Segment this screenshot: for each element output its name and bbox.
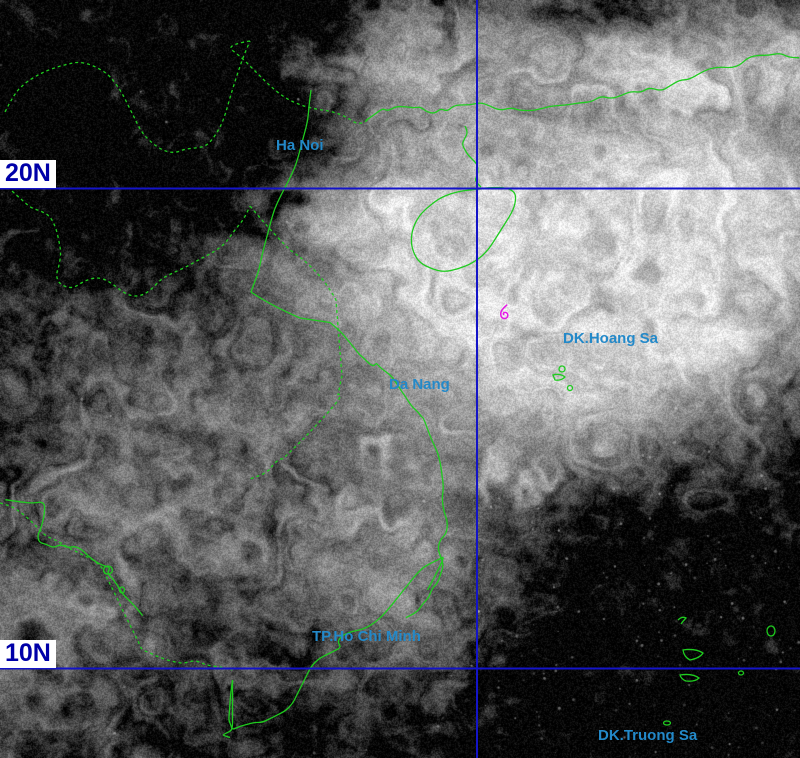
- svg-text:TP.Ho Chi Minh: TP.Ho Chi Minh: [312, 628, 421, 645]
- svg-text:DK.Hoang Sa: DK.Hoang Sa: [563, 330, 659, 347]
- svg-text:Da Nang: Da Nang: [389, 376, 450, 393]
- svg-text:DK.Truong Sa: DK.Truong Sa: [598, 727, 698, 744]
- svg-text:Ha Noi: Ha Noi: [276, 137, 324, 154]
